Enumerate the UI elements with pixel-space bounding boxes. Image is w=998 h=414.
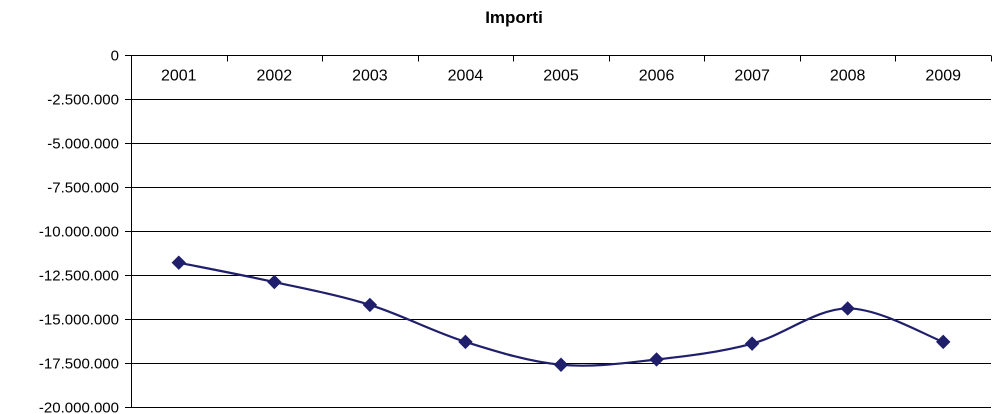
y-tick-label: 0 <box>111 48 119 65</box>
x-tick-label: 2002 <box>257 68 293 85</box>
y-tick-label: -7.500.000 <box>47 180 119 197</box>
x-tick-label: 2001 <box>161 68 197 85</box>
y-tick-label: -2.500.000 <box>47 92 119 109</box>
y-tick-label: -15.000.000 <box>39 312 119 329</box>
data-point <box>649 352 664 367</box>
y-tick-label: -12.500.000 <box>39 268 119 285</box>
y-tick-label: -17.500.000 <box>39 356 119 373</box>
x-tick-label: 2009 <box>925 68 961 85</box>
x-tick-label: 2006 <box>639 68 675 85</box>
y-tick-label: -5.000.000 <box>47 136 119 153</box>
data-point <box>267 274 282 290</box>
data-point <box>936 334 951 350</box>
series-line <box>178 261 944 367</box>
x-tick-label: 2003 <box>352 68 388 85</box>
data-point <box>840 301 855 316</box>
y-tick-label: -20.000.000 <box>39 400 119 414</box>
data-series <box>171 255 951 372</box>
data-point <box>458 334 473 350</box>
data-point <box>553 357 569 372</box>
x-tick-label: 2007 <box>734 68 770 85</box>
chart-title: Importi <box>485 8 543 27</box>
y-axis: 0 -2.500.000 -5.000.000 -7.500.000 -10.000.0… <box>39 48 132 414</box>
data-point <box>171 255 186 270</box>
x-axis: 2001 2002 2003 2004 2005 2006 2007 2008 2009 <box>131 55 992 85</box>
x-tick-label: 2004 <box>448 68 484 85</box>
x-tick-label: 2005 <box>543 68 579 85</box>
data-point <box>362 297 378 313</box>
x-tick-label: 2008 <box>830 68 866 85</box>
data-point <box>744 336 760 351</box>
y-tick-label: -10.000.000 <box>39 224 119 241</box>
